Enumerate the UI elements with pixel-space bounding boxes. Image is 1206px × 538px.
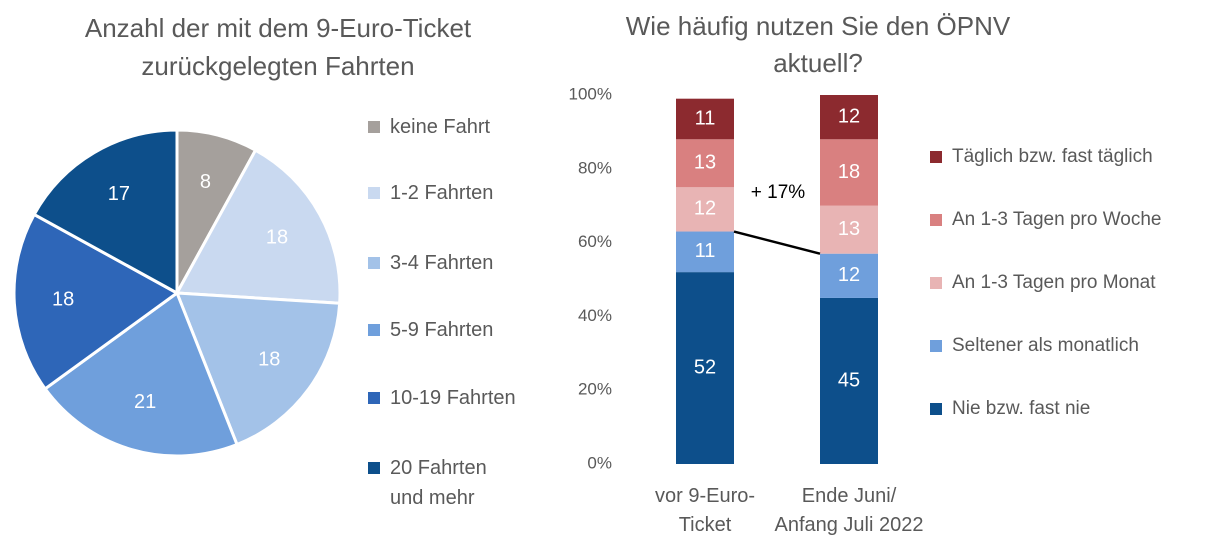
legend-label: 20 Fahrten und mehr [390, 457, 487, 509]
y-tick-label: 20% [578, 380, 612, 399]
pie-slice [32, 128, 179, 296]
y-tick-label: 0% [587, 453, 612, 472]
data-label: 21 [134, 391, 156, 413]
legend-swatch [368, 462, 380, 474]
x-tick-label: vor 9-Euro-Ticket [654, 485, 756, 536]
pie-slice [174, 291, 342, 447]
legend-label: 1-2 Fahrten [390, 182, 494, 204]
data-label: 45 [838, 369, 860, 391]
y-tick-label: 60% [578, 232, 612, 251]
pie-slice [43, 290, 239, 458]
legend-label: 10-19 Fahrten [390, 387, 516, 409]
legend-label: Täglich bzw. fast täglich [952, 146, 1153, 167]
bar-segment [820, 95, 878, 140]
bar-segment [820, 253, 878, 298]
legend-label: keine Fahrt [390, 116, 491, 138]
legend-label: An 1-3 Tagen pro Woche [952, 209, 1162, 230]
chart-title: Wie häufig nutzen Sie den ÖPNV [626, 11, 1011, 41]
legend-swatch [930, 403, 942, 415]
chart-title: Anzahl der mit dem 9-Euro-Ticket [85, 13, 472, 43]
legend-swatch [930, 340, 942, 352]
bar-segment [676, 187, 734, 232]
y-tick-label: 40% [578, 306, 612, 325]
pie-slice [12, 212, 180, 391]
bar-segment [676, 98, 734, 140]
data-label: 52 [694, 356, 716, 378]
connector [733, 230, 821, 255]
legend-label: Seltener als monatlich [952, 335, 1139, 356]
annotation: + 17% [751, 182, 806, 203]
bar-segment [676, 272, 734, 464]
data-label: 13 [838, 218, 860, 240]
legend-label: An 1-3 Tagen pro Monat [952, 272, 1156, 293]
data-label: 13 [694, 152, 716, 174]
data-label: 12 [838, 105, 860, 127]
legend-swatch [930, 151, 942, 163]
chart-title: aktuell? [773, 48, 863, 78]
y-tick-label: 80% [578, 158, 612, 177]
data-label: 12 [838, 264, 860, 286]
data-label: 18 [52, 288, 74, 310]
bar-segment [820, 205, 878, 254]
pie-slice [174, 148, 342, 305]
data-label: 18 [258, 348, 280, 370]
legend-label: Nie bzw. fast nie [952, 398, 1090, 419]
data-label: 8 [200, 171, 211, 193]
data-label: 18 [838, 161, 860, 183]
x-tick-label: Ende Juni/ Anfang Juli 2022 [774, 485, 924, 536]
legend-swatch [368, 187, 380, 199]
legend-swatch [368, 324, 380, 336]
legend-label: 5-9 Fahrten [390, 319, 494, 341]
data-label: 11 [695, 107, 716, 129]
bar-segment [676, 139, 734, 188]
bar-segment [820, 139, 878, 206]
chart-title: zurückgelegten Fahrten [141, 51, 414, 81]
bar-segment [676, 231, 734, 273]
legend-swatch [368, 392, 380, 404]
data-label: 12 [694, 198, 716, 220]
data-label: 17 [108, 183, 130, 205]
y-tick-label: 100% [569, 84, 612, 103]
data-label: 11 [695, 240, 716, 262]
legend-swatch [930, 214, 942, 226]
bar-segment [820, 297, 878, 464]
legend-label: 3-4 Fahrten [390, 252, 494, 274]
data-label: 18 [266, 226, 288, 248]
legend-swatch [368, 121, 380, 133]
legend-swatch [368, 257, 380, 269]
legend-swatch [930, 277, 942, 289]
